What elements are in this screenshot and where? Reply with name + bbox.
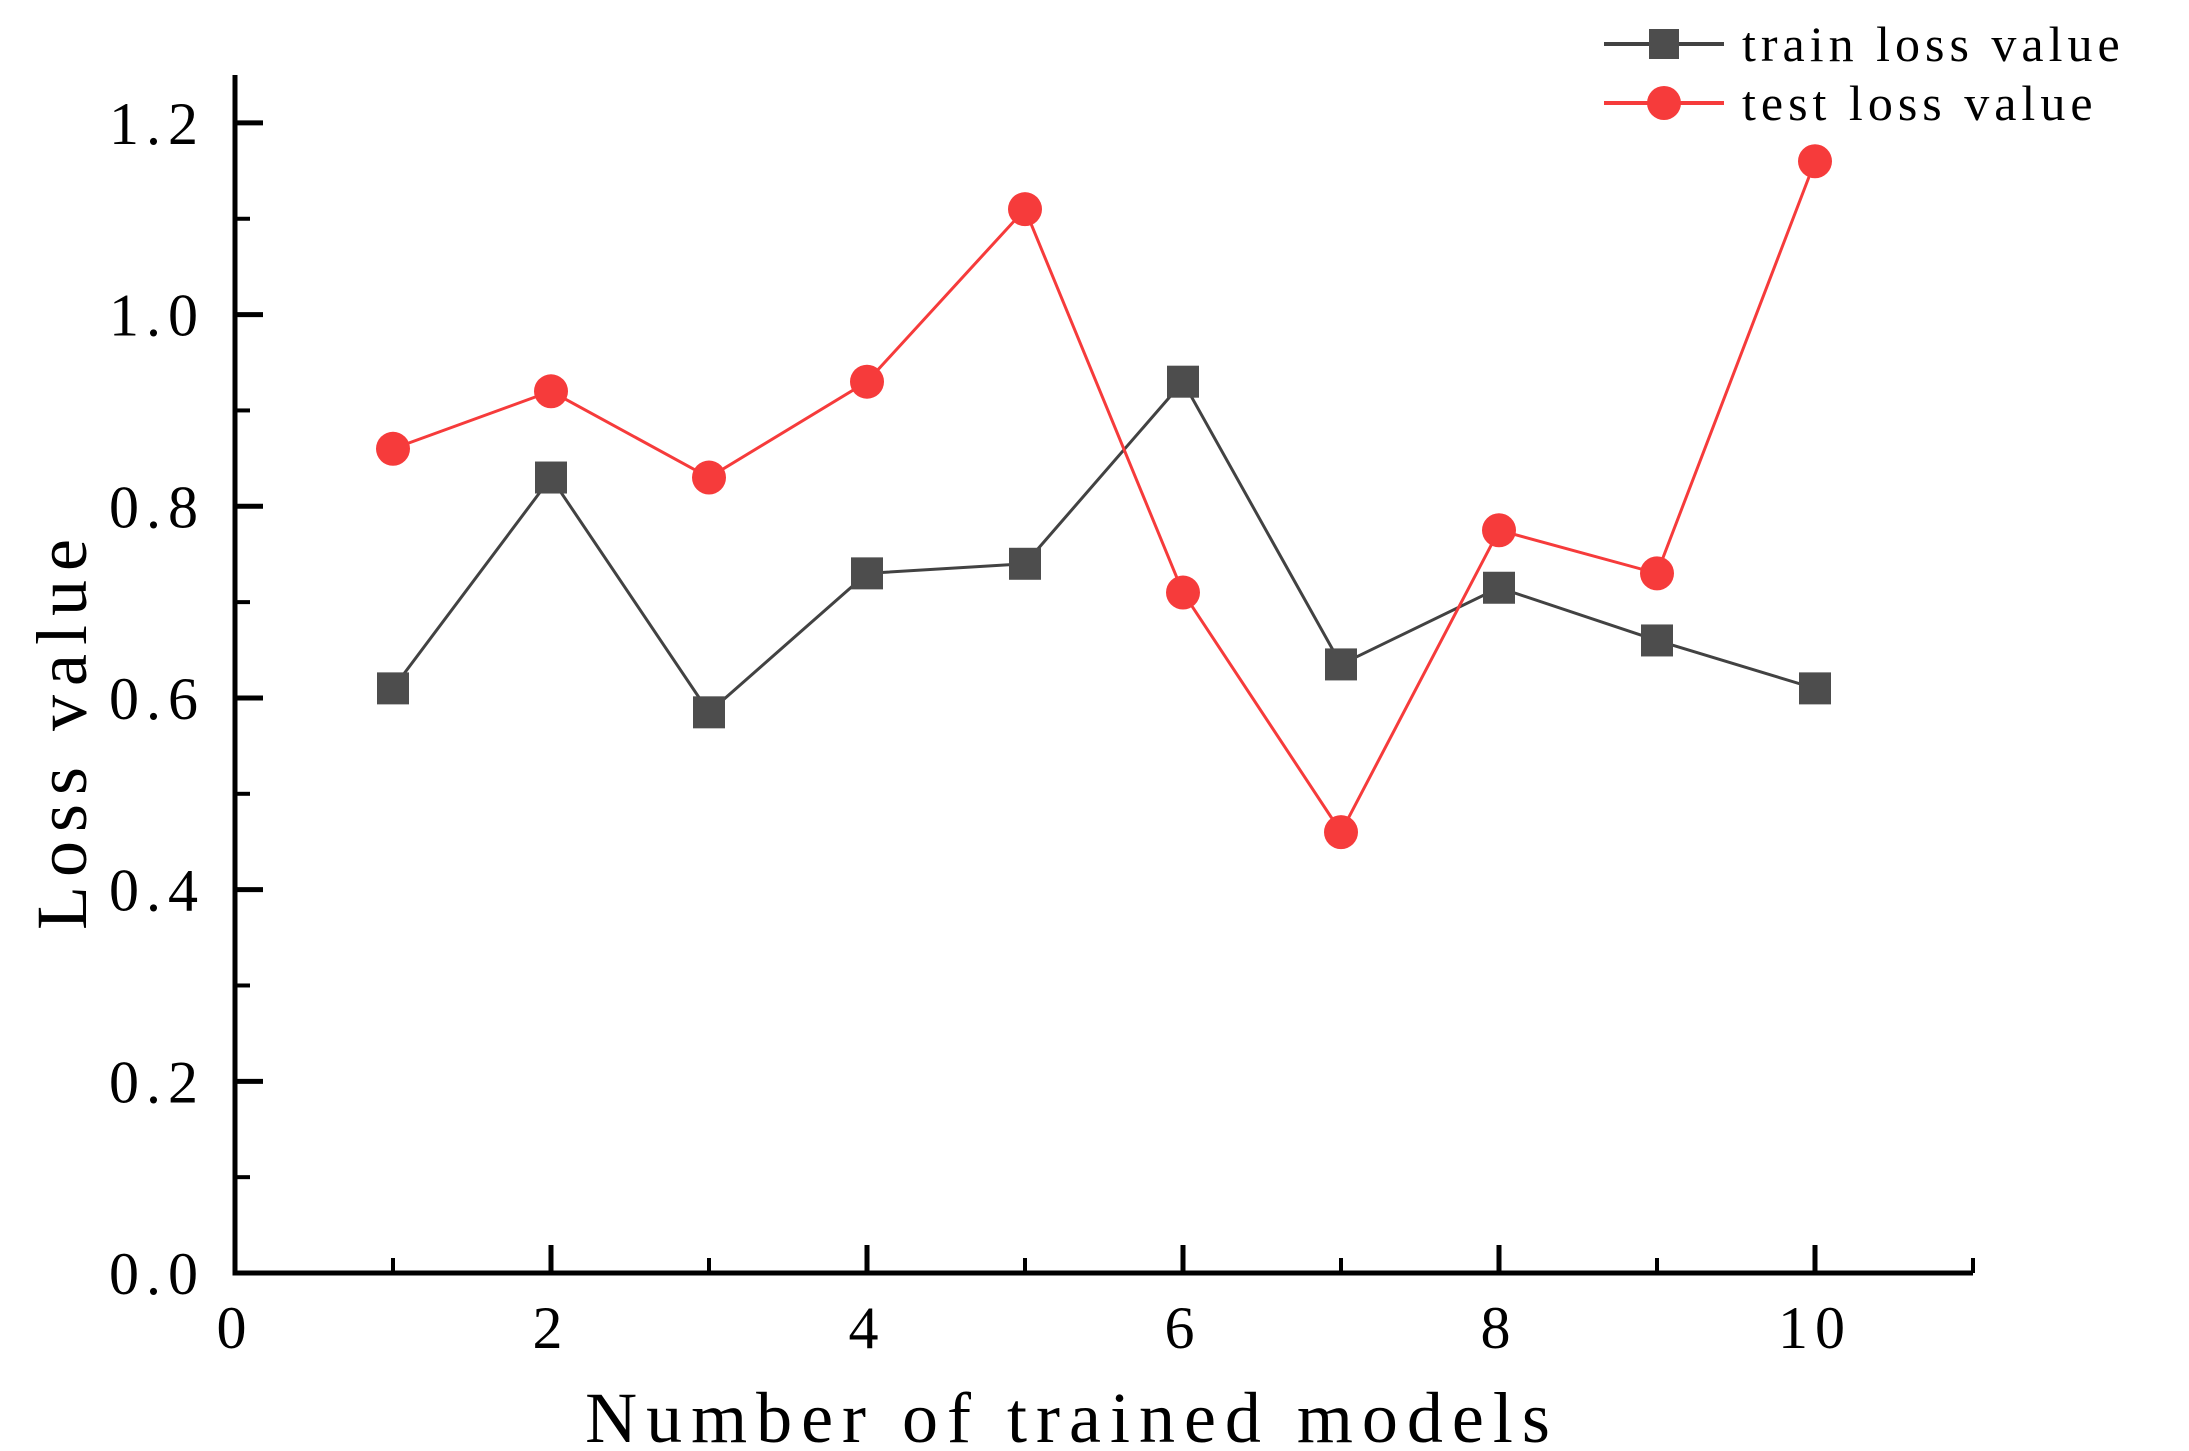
test-loss-line: [392, 160, 1817, 836]
train-data-point: [693, 696, 725, 729]
x-tick-label: 10: [1778, 1295, 1852, 1361]
y-tick-label: 0.2: [109, 1049, 205, 1115]
train-loss-line: [391, 379, 1816, 715]
legend-label-train: train loss value: [1742, 15, 2125, 72]
x-tick-label: 2: [533, 1295, 570, 1361]
train-data-point: [1009, 547, 1041, 580]
y-tick-label: 1.2: [109, 91, 205, 157]
train-series-swatch: [1604, 24, 1724, 64]
test-data-point: [376, 431, 410, 466]
test-data-point: [1798, 144, 1832, 179]
test-data-point: [692, 460, 726, 495]
test-data-point: [850, 364, 884, 399]
x-tick-label: 0: [217, 1295, 254, 1361]
test-series-swatch: [1604, 83, 1724, 123]
test-data-point: [1008, 192, 1042, 227]
test-circle-marker-icon: [1647, 85, 1681, 120]
test-data-point: [534, 374, 568, 409]
legend-row-test: test loss value: [1604, 73, 2125, 132]
test-data-point: [1166, 575, 1200, 610]
x-tick-label: 4: [849, 1295, 886, 1361]
y-tick-label: 0.6: [109, 666, 205, 732]
train-data-point: [1483, 571, 1515, 604]
y-tick-label: 0.4: [109, 858, 205, 924]
train-data-point: [1641, 624, 1673, 657]
axis-spines: [232, 75, 1973, 1276]
x-tick-label: 8: [1481, 1295, 1518, 1361]
test-data-point: [1324, 815, 1358, 850]
x-tick-label: 6: [1165, 1295, 1202, 1361]
test-data-point: [1482, 513, 1516, 548]
x-axis-label: Number of trained models: [585, 1378, 1559, 1451]
train-square-marker-icon: [1649, 28, 1679, 59]
legend: train loss value test loss value: [1604, 14, 2125, 132]
legend-label-test: test loss value: [1742, 74, 2098, 131]
train-data-point: [1167, 365, 1199, 398]
y-tick-label: 0.0: [109, 1241, 205, 1307]
train-data-point: [377, 672, 409, 705]
train-data-point: [535, 461, 567, 494]
train-data-point: [1799, 672, 1831, 705]
y-tick-label: 0.8: [109, 474, 205, 540]
y-tick-label: 1.0: [109, 283, 205, 349]
legend-row-train: train loss value: [1604, 14, 2125, 73]
train-data-point: [851, 557, 883, 590]
test-data-point: [1640, 556, 1674, 591]
train-data-point: [1325, 648, 1357, 681]
y-axis-label: Loss value: [22, 530, 102, 930]
